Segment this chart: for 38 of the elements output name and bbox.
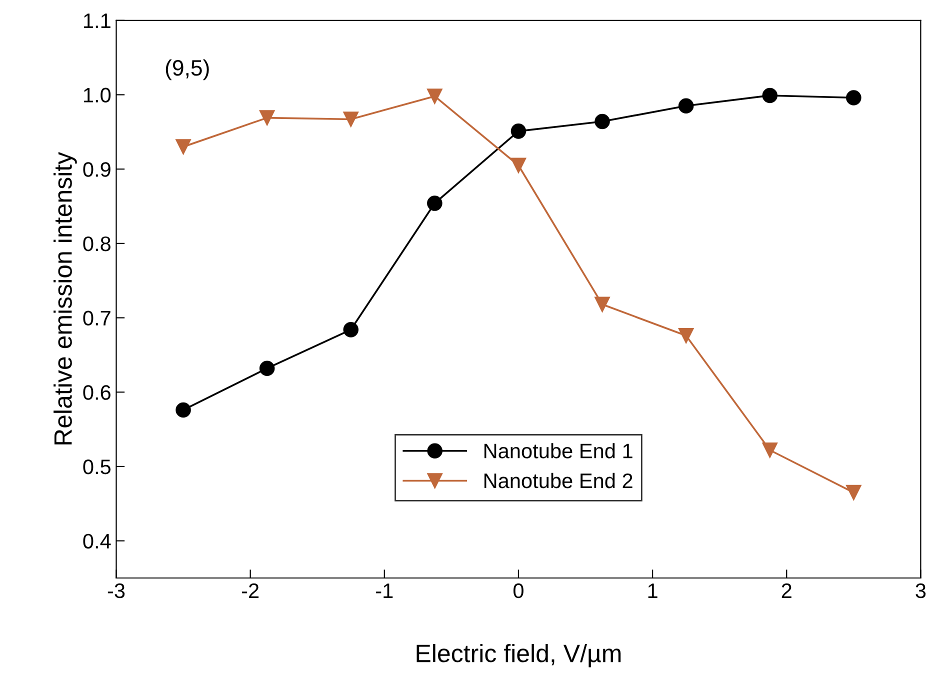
legend-label: Nanotube End 2 xyxy=(484,472,632,488)
point xyxy=(176,139,191,154)
point xyxy=(762,88,778,104)
point xyxy=(846,484,862,500)
annotation: (9,5) xyxy=(166,59,209,80)
point xyxy=(510,124,526,139)
y-tick-label: 0.9 xyxy=(83,162,110,177)
x-tick-label: -2 xyxy=(242,583,259,598)
point xyxy=(343,112,359,127)
point xyxy=(259,360,275,376)
legend-label: Nanotube End 1 xyxy=(484,443,632,458)
y-tick-label: 0.8 xyxy=(83,236,110,252)
x-tick-label: 3 xyxy=(916,583,926,598)
x-axis-title: Electric field, V/µm xyxy=(416,644,621,668)
point xyxy=(594,114,610,130)
x-tick-label: 0 xyxy=(513,583,524,598)
x-tick-label: -3 xyxy=(108,583,125,598)
point xyxy=(594,296,610,312)
y-tick-label: 0.7 xyxy=(83,310,110,326)
y-tick-label: 0.4 xyxy=(83,534,111,549)
y-axis-title: Relative emission intensity xyxy=(54,152,77,444)
y-tick-label: 1.0 xyxy=(84,88,111,102)
y-tick-label: 1.1 xyxy=(84,14,110,28)
point xyxy=(510,158,526,174)
x-tick-label: -1 xyxy=(376,584,393,598)
point xyxy=(762,442,778,458)
y-tick-label: 0.6 xyxy=(83,385,110,400)
point xyxy=(678,98,694,114)
x-tick-label: 1 xyxy=(648,584,658,598)
point xyxy=(427,196,442,211)
point xyxy=(427,88,442,104)
y-tick-label: 0.5 xyxy=(83,459,111,474)
point xyxy=(678,328,694,344)
point xyxy=(846,90,862,106)
x-tick-label: 2 xyxy=(782,583,792,598)
point xyxy=(259,110,275,126)
point xyxy=(176,402,191,418)
point xyxy=(343,322,359,338)
